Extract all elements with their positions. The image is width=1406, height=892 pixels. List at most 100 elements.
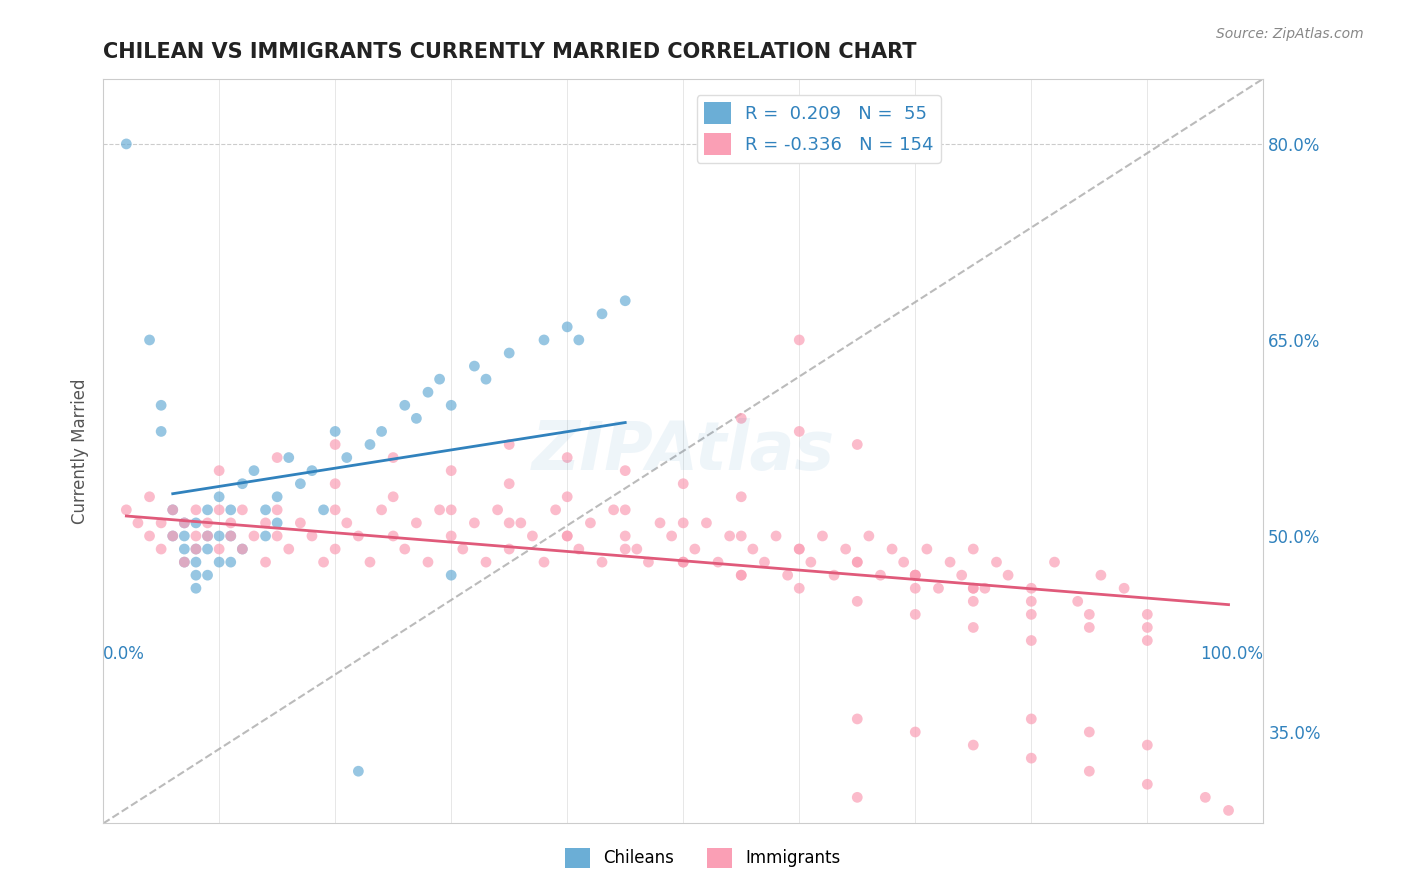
Immigrants bbox=[754, 555, 776, 569]
Immigrants bbox=[846, 555, 869, 569]
Immigrants bbox=[707, 555, 730, 569]
Immigrants bbox=[301, 529, 323, 543]
Immigrants bbox=[962, 738, 984, 752]
Immigrants bbox=[197, 529, 219, 543]
Chileans bbox=[219, 503, 242, 517]
Immigrants bbox=[1194, 790, 1216, 805]
Immigrants bbox=[266, 529, 288, 543]
Immigrants bbox=[787, 581, 810, 595]
Immigrants bbox=[648, 516, 671, 530]
Immigrants bbox=[846, 712, 869, 726]
Immigrants bbox=[661, 529, 683, 543]
Chileans bbox=[115, 136, 138, 151]
Immigrants bbox=[1019, 581, 1042, 595]
Chileans bbox=[173, 529, 195, 543]
Immigrants bbox=[950, 568, 973, 582]
Immigrants bbox=[184, 542, 207, 557]
Chileans bbox=[150, 425, 173, 439]
Chileans bbox=[219, 555, 242, 569]
Immigrants bbox=[231, 542, 253, 557]
Immigrants bbox=[323, 503, 346, 517]
Immigrants bbox=[429, 503, 451, 517]
Immigrants bbox=[277, 542, 299, 557]
Chileans bbox=[312, 503, 335, 517]
Immigrants bbox=[915, 542, 938, 557]
Immigrants bbox=[1067, 594, 1090, 608]
Immigrants bbox=[730, 529, 752, 543]
Immigrants bbox=[440, 529, 463, 543]
Legend: Chileans, Immigrants: Chileans, Immigrants bbox=[558, 841, 848, 875]
Immigrants bbox=[776, 568, 799, 582]
Immigrants bbox=[626, 542, 648, 557]
Chileans bbox=[347, 764, 370, 779]
Immigrants bbox=[730, 490, 752, 504]
Immigrants bbox=[1078, 764, 1101, 779]
Immigrants bbox=[997, 568, 1019, 582]
Immigrants bbox=[336, 516, 359, 530]
Immigrants bbox=[1136, 777, 1159, 791]
Immigrants bbox=[1136, 633, 1159, 648]
Immigrants bbox=[672, 555, 695, 569]
Immigrants bbox=[382, 490, 405, 504]
Chileans bbox=[266, 490, 288, 504]
Immigrants bbox=[1043, 555, 1066, 569]
Chileans bbox=[231, 476, 253, 491]
Immigrants bbox=[231, 503, 253, 517]
Chileans bbox=[359, 437, 381, 451]
Chileans bbox=[405, 411, 427, 425]
Chileans bbox=[184, 581, 207, 595]
Immigrants bbox=[927, 581, 949, 595]
Chileans bbox=[416, 385, 439, 400]
Immigrants bbox=[904, 568, 927, 582]
Immigrants bbox=[498, 437, 520, 451]
Immigrants bbox=[405, 516, 427, 530]
Chileans bbox=[463, 359, 485, 373]
Chileans bbox=[138, 333, 160, 347]
Immigrants bbox=[1136, 620, 1159, 634]
Immigrants bbox=[1019, 607, 1042, 622]
Chileans bbox=[475, 372, 498, 386]
Immigrants bbox=[1136, 607, 1159, 622]
Immigrants bbox=[614, 529, 637, 543]
Chileans bbox=[208, 555, 231, 569]
Immigrants bbox=[150, 542, 173, 557]
Immigrants bbox=[904, 568, 927, 582]
Immigrants bbox=[254, 555, 277, 569]
Immigrants bbox=[1090, 568, 1112, 582]
Immigrants bbox=[533, 555, 555, 569]
Immigrants bbox=[730, 568, 752, 582]
Chileans bbox=[197, 529, 219, 543]
Chileans bbox=[440, 568, 463, 582]
Text: CHILEAN VS IMMIGRANTS CURRENTLY MARRIED CORRELATION CHART: CHILEAN VS IMMIGRANTS CURRENTLY MARRIED … bbox=[103, 42, 917, 62]
Immigrants bbox=[127, 516, 149, 530]
Immigrants bbox=[787, 542, 810, 557]
Immigrants bbox=[416, 555, 439, 569]
Immigrants bbox=[1114, 581, 1136, 595]
Legend: R =  0.209   N =  55, R = -0.336   N = 154: R = 0.209 N = 55, R = -0.336 N = 154 bbox=[696, 95, 941, 162]
Immigrants bbox=[290, 516, 312, 530]
Chileans bbox=[498, 346, 520, 360]
Immigrants bbox=[382, 450, 405, 465]
Immigrants bbox=[475, 555, 498, 569]
Text: 100.0%: 100.0% bbox=[1201, 645, 1264, 663]
Immigrants bbox=[672, 476, 695, 491]
Immigrants bbox=[323, 437, 346, 451]
Immigrants bbox=[893, 555, 915, 569]
Immigrants bbox=[162, 503, 184, 517]
Immigrants bbox=[498, 476, 520, 491]
Immigrants bbox=[1019, 712, 1042, 726]
Immigrants bbox=[254, 516, 277, 530]
Immigrants bbox=[522, 529, 544, 543]
Immigrants bbox=[765, 529, 787, 543]
Immigrants bbox=[962, 542, 984, 557]
Chileans bbox=[429, 372, 451, 386]
Immigrants bbox=[787, 542, 810, 557]
Immigrants bbox=[312, 555, 335, 569]
Immigrants bbox=[962, 594, 984, 608]
Immigrants bbox=[498, 542, 520, 557]
Chileans bbox=[219, 529, 242, 543]
Chileans bbox=[591, 307, 613, 321]
Immigrants bbox=[846, 790, 869, 805]
Chileans bbox=[614, 293, 637, 308]
Text: Source: ZipAtlas.com: Source: ZipAtlas.com bbox=[1216, 27, 1364, 41]
